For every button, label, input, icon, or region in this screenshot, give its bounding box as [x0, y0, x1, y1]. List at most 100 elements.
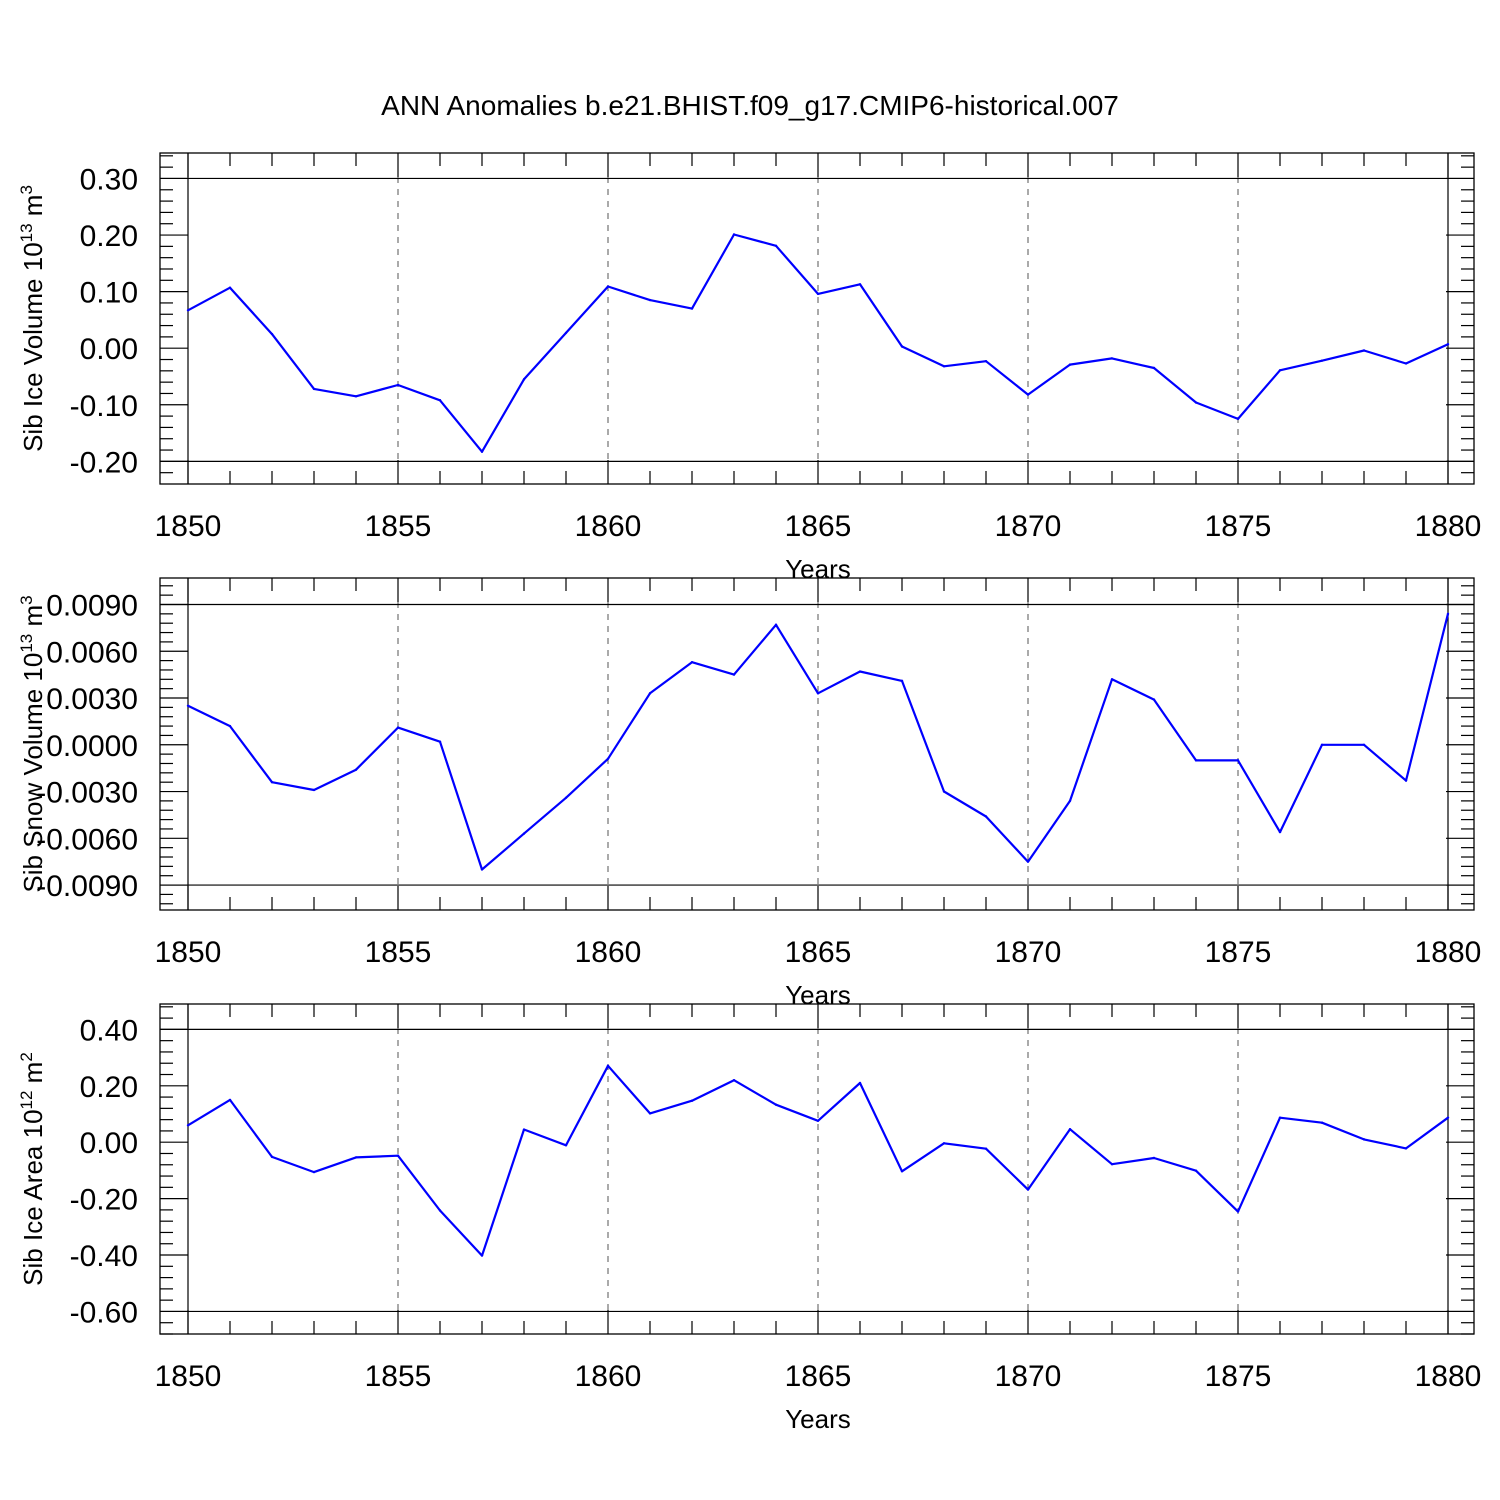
data-point — [1194, 401, 1198, 404]
data-point — [1194, 759, 1198, 762]
data-point — [648, 692, 652, 695]
data-point — [900, 679, 904, 683]
data-point — [1404, 362, 1408, 365]
data-point — [942, 365, 946, 368]
data-point — [270, 1155, 274, 1159]
x-tick-label: 1875 — [1205, 936, 1272, 969]
x-tick-label: 1875 — [1205, 1360, 1272, 1393]
data-point — [354, 395, 358, 398]
data-point — [186, 309, 190, 312]
y-tick-label: 0.0090 — [46, 589, 138, 622]
data-point — [606, 285, 610, 288]
plot-area — [159, 577, 1475, 911]
data-point — [438, 399, 442, 402]
data-point — [900, 1170, 904, 1173]
data-point — [774, 244, 778, 247]
data-point — [984, 815, 988, 818]
data-point — [312, 788, 316, 792]
x-tick-label: 1865 — [785, 936, 852, 969]
x-tick-label: 1870 — [995, 1360, 1062, 1393]
data-point — [396, 383, 400, 387]
data-point — [480, 1254, 484, 1257]
data-point — [648, 298, 652, 302]
plot-area — [159, 1003, 1475, 1335]
data-point — [564, 796, 568, 799]
data-point — [1320, 1121, 1324, 1124]
data-point — [354, 768, 358, 771]
data-point — [606, 1064, 610, 1067]
data-point — [774, 623, 778, 626]
data-point — [1320, 359, 1324, 362]
data-point — [1026, 393, 1030, 396]
y-tick-label: 0.00 — [80, 333, 138, 366]
data-point — [1362, 1138, 1366, 1141]
x-axis-label: Years — [785, 1404, 851, 1434]
data-point — [396, 1154, 400, 1157]
data-point — [228, 724, 232, 728]
chart-panel-3: -0.60 -0.40 -0.20 0.00 0.20 0.40 1850 1855 1860 1… — [17, 1003, 1482, 1434]
data-point — [564, 331, 568, 335]
data-point — [1152, 366, 1156, 370]
y-tick-label: 0.00 — [80, 1127, 138, 1160]
x-tick-label: 1870 — [995, 510, 1062, 543]
x-tick-label: 1870 — [995, 936, 1062, 969]
data-point — [1194, 1169, 1198, 1172]
x-tick-label: 1880 — [1415, 510, 1482, 543]
data-point — [942, 1142, 946, 1145]
data-point — [690, 1099, 694, 1102]
data-point — [1446, 612, 1450, 616]
data-point — [1068, 1128, 1072, 1131]
chart-panel-2: -0.0090 -0.0060 -0.0030 0.0000 0.0030 0.0060 0… — [17, 577, 1481, 1010]
x-tick-label: 1860 — [575, 1360, 642, 1393]
data-point — [1362, 349, 1366, 352]
chart-title: ANN Anomalies b.e21.BHIST.f09_g17.CMIP6-… — [381, 90, 1119, 121]
chart-panels: -0.20 -0.10 0.00 0.10 0.20 0.30 1850 1855 1860 18… — [17, 152, 1482, 1434]
y-tick-label: 0.30 — [80, 163, 138, 196]
data-point — [732, 673, 736, 676]
y-tick-label: -0.60 — [70, 1296, 138, 1329]
y-tick-label: -0.10 — [70, 390, 138, 423]
data-point — [1320, 743, 1324, 746]
y-tick-label: 0.10 — [80, 277, 138, 310]
data-point — [1278, 1116, 1282, 1119]
data-point — [1404, 1147, 1408, 1150]
data-point — [732, 233, 736, 236]
y-tick-label: -0.40 — [70, 1240, 138, 1273]
x-tick-label: 1865 — [785, 1360, 852, 1393]
data-point — [1110, 357, 1114, 360]
data-point — [774, 1103, 778, 1106]
data-point — [522, 1128, 526, 1131]
x-tick-label: 1875 — [1205, 510, 1272, 543]
data-point — [858, 1081, 862, 1085]
x-tick-label: 1850 — [155, 510, 222, 543]
data-point — [396, 726, 400, 729]
data-point — [1446, 1116, 1450, 1119]
plot-area — [159, 152, 1475, 485]
data-point — [984, 360, 988, 363]
data-point — [186, 704, 190, 708]
data-point — [816, 292, 820, 296]
data-point — [438, 740, 442, 743]
chart-panel-1: -0.20 -0.10 0.00 0.10 0.20 0.30 1850 1855 1860 18… — [17, 152, 1482, 584]
data-point — [1278, 830, 1282, 834]
y-tick-label: 0.40 — [80, 1014, 138, 1047]
x-tick-label: 1880 — [1415, 1360, 1482, 1393]
data-point — [1446, 343, 1450, 346]
data-point — [858, 670, 862, 673]
data-point — [1110, 678, 1114, 681]
y-tick-label: -0.20 — [70, 1184, 138, 1217]
data-point — [690, 307, 694, 310]
x-tick-label: 1860 — [575, 510, 642, 543]
data-point — [690, 660, 694, 664]
data-point — [438, 1209, 442, 1212]
y-tick-label: 0.0000 — [46, 730, 138, 763]
data-point — [1068, 799, 1072, 803]
data-point — [900, 345, 904, 348]
data-point — [942, 790, 946, 793]
data-point — [1068, 363, 1072, 366]
data-point — [564, 1144, 568, 1147]
data-point — [354, 1156, 358, 1159]
x-tick-label: 1860 — [575, 936, 642, 969]
data-point — [1110, 1163, 1114, 1166]
